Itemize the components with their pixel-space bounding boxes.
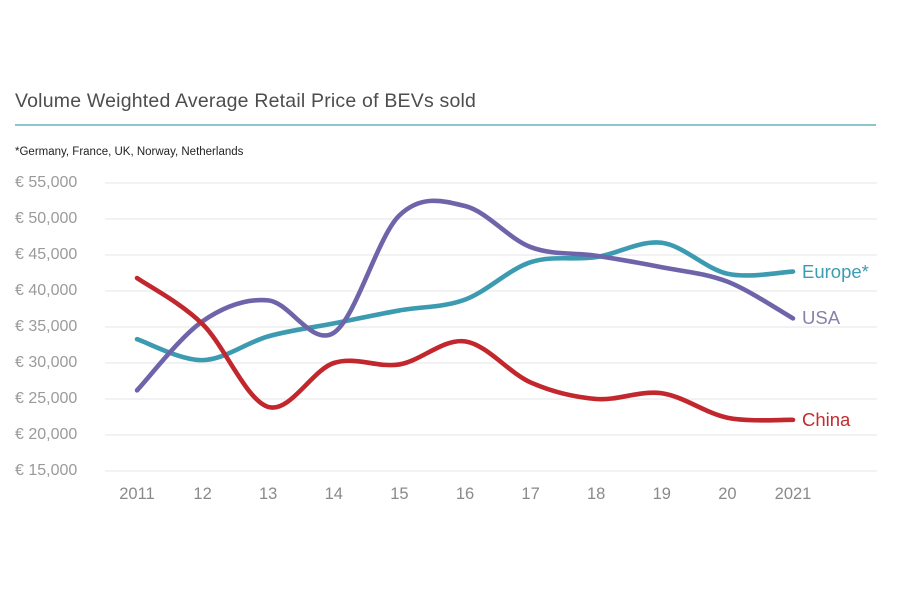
x-tick-label: 12	[193, 485, 212, 503]
x-tick-label: 20	[718, 485, 737, 503]
y-tick-label: € 50,000	[15, 210, 78, 227]
chart-footnote: *Germany, France, UK, Norway, Netherland…	[15, 146, 244, 158]
x-tick-label: 13	[259, 485, 278, 503]
x-tick-label: 14	[324, 485, 343, 503]
legend-label-europe: Europe*	[802, 260, 869, 282]
y-tick-label: € 35,000	[15, 318, 78, 335]
title-underline-rule	[15, 124, 876, 126]
legend-label-china: China	[802, 408, 851, 430]
y-tick-label: € 40,000	[15, 282, 78, 299]
y-tick-label: € 15,000	[15, 462, 78, 479]
y-tick-label: € 30,000	[15, 354, 78, 371]
x-tick-label: 2021	[774, 485, 812, 503]
x-tick-label: 19	[652, 485, 671, 503]
x-tick-label: 2011	[119, 485, 155, 503]
x-tick-label: 17	[521, 485, 540, 503]
chart-title: Volume Weighted Average Retail Price of …	[15, 90, 477, 112]
y-tick-label: € 55,000	[15, 174, 78, 191]
y-tick-label: € 25,000	[15, 390, 78, 407]
series-line-china	[134, 275, 796, 423]
x-tick-label: 15	[390, 485, 409, 503]
legend-label-usa: USA	[802, 307, 841, 329]
y-tick-label: € 20,000	[15, 426, 78, 443]
x-tick-label: 16	[455, 485, 475, 503]
x-tick-label: 18	[587, 485, 606, 503]
y-tick-label: € 45,000	[15, 246, 78, 263]
series-line-usa	[134, 198, 796, 393]
series-line-europe	[134, 240, 796, 363]
